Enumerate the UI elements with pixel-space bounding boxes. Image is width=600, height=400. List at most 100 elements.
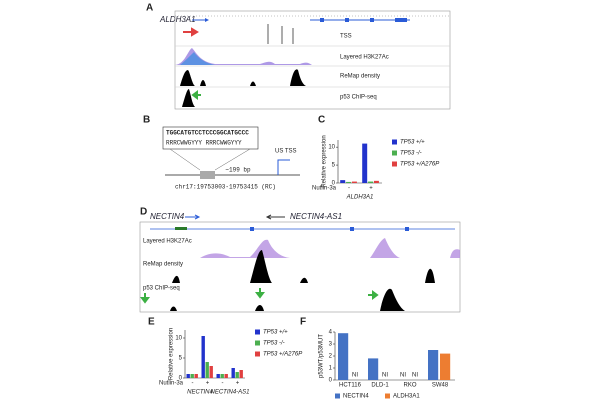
y-tick-label: 5 [179, 356, 183, 362]
legend-swatch [255, 329, 260, 335]
x-axis-label: Nutlin-3a [159, 381, 184, 387]
x-tick-label: HCT116 [339, 383, 362, 389]
x-tick-label: - [348, 186, 350, 192]
bar [220, 374, 224, 378]
bar [194, 374, 198, 378]
browser-frame [139, 221, 461, 313]
bar [216, 374, 220, 378]
track-label: Layered H3K27Ac [340, 55, 389, 61]
remap-density [140, 250, 460, 283]
tss-marks [267, 24, 294, 44]
distance: ~199 bp [225, 167, 251, 174]
exon [395, 18, 407, 22]
legend-label: TP53 +/A276P [400, 162, 439, 168]
legend-swatch [255, 340, 260, 346]
coords: chr17:19753003-19753415 (RC) [175, 184, 276, 191]
panel-label: B [143, 115, 150, 126]
site [200, 171, 215, 179]
bar [428, 350, 439, 380]
y-axis-label: Relative expression [322, 135, 328, 187]
bar [209, 366, 213, 378]
x-tick-label: RKO [403, 383, 416, 389]
bar [351, 181, 357, 183]
bar [231, 368, 235, 378]
consensus: RRRCWWGYYY RRRCWWGYYY [166, 140, 242, 147]
bar [239, 370, 243, 378]
y-axis-label: p53WT/p53MUT [319, 334, 325, 378]
tss-arrow [277, 159, 290, 175]
panel-label: C [318, 115, 325, 126]
bar [338, 333, 349, 380]
y-tick-label: 2 [329, 354, 333, 360]
peak-arrow [255, 288, 265, 299]
gene-label: NECTIN4-AS1 [290, 212, 342, 221]
tss-label: US TSS [275, 149, 297, 155]
bar [340, 180, 346, 183]
panel-label: D [140, 207, 147, 218]
legend-label: TP53 +/A276P [263, 352, 302, 358]
exon [175, 227, 187, 230]
legend-swatch [392, 161, 397, 167]
bar [186, 374, 190, 378]
group-label: ALDH3A1 [346, 195, 374, 201]
value-label: NI [352, 373, 358, 379]
y-tick-label: 10 [328, 145, 335, 151]
y-tick-label: 1 [329, 366, 333, 372]
gene-label: ALDH3A1 [159, 15, 196, 24]
bar [346, 181, 352, 183]
exon [405, 227, 409, 231]
group-label: NECTIN4 [187, 390, 213, 396]
track-label: ReMap density [143, 262, 183, 268]
peak-arrow [140, 293, 150, 304]
value-label: NI [400, 373, 406, 379]
browser-frame [174, 10, 451, 110]
bar [440, 353, 451, 380]
y-tick-label: 4 [329, 330, 333, 336]
peak-arrow [191, 90, 201, 100]
bar [235, 372, 239, 378]
legend-label: TP53 +/+ [263, 330, 288, 336]
x-tick-label: - [222, 381, 224, 387]
exon [345, 18, 349, 22]
exon [350, 227, 354, 231]
bar [190, 374, 194, 378]
x-tick-label: DLD-1 [371, 383, 389, 389]
remap-density [175, 69, 450, 86]
exon [320, 18, 324, 22]
legend-swatch [392, 139, 397, 145]
x-tick-label: + [206, 381, 210, 387]
x-tick-label: SW48 [432, 383, 449, 389]
legend-label: TP53 +/+ [400, 140, 425, 146]
legend-swatch [392, 150, 397, 156]
bar [373, 180, 379, 183]
bar [368, 181, 374, 183]
legend-swatch [385, 393, 390, 399]
y-tick-label: 3 [329, 342, 333, 348]
motif-box [162, 126, 259, 150]
h3k27ac-signal [180, 52, 215, 65]
bar [205, 362, 209, 378]
zoom-lines [169, 148, 251, 171]
value-label: NI [412, 373, 418, 379]
y-tick-label: 0 [179, 376, 183, 382]
panel-label: E [148, 317, 155, 328]
x-axis-label: Nutlin-3a [312, 186, 337, 192]
track-label: TSS [340, 34, 352, 40]
track-label: ReMap density [340, 74, 380, 80]
arrow [185, 214, 201, 220]
exon [250, 227, 254, 231]
peak-arrow [368, 290, 379, 300]
arrow [265, 214, 285, 220]
h3k27ac-signal [140, 238, 460, 258]
value-label: NI [382, 373, 388, 379]
arrow-head [205, 18, 209, 22]
y-axis-label: Relative expression [169, 328, 175, 380]
y-tick-label: 5 [332, 163, 336, 169]
legend-label: TP53 -/- [263, 341, 285, 347]
bar [224, 374, 228, 378]
legend-swatch [335, 393, 340, 399]
bar [201, 336, 205, 378]
chip-peak [182, 89, 195, 107]
